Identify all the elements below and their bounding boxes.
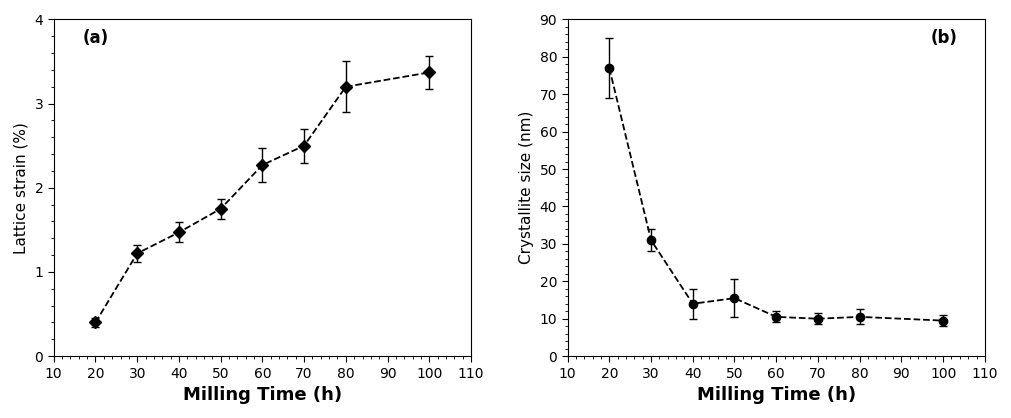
X-axis label: Milling Time (h): Milling Time (h) xyxy=(696,386,855,404)
Y-axis label: Crystallite size (nm): Crystallite size (nm) xyxy=(519,111,534,265)
Text: (a): (a) xyxy=(83,30,109,48)
X-axis label: Milling Time (h): Milling Time (h) xyxy=(183,386,342,404)
Text: (b): (b) xyxy=(930,30,956,48)
Y-axis label: Lattice strain (%): Lattice strain (%) xyxy=(14,122,29,254)
